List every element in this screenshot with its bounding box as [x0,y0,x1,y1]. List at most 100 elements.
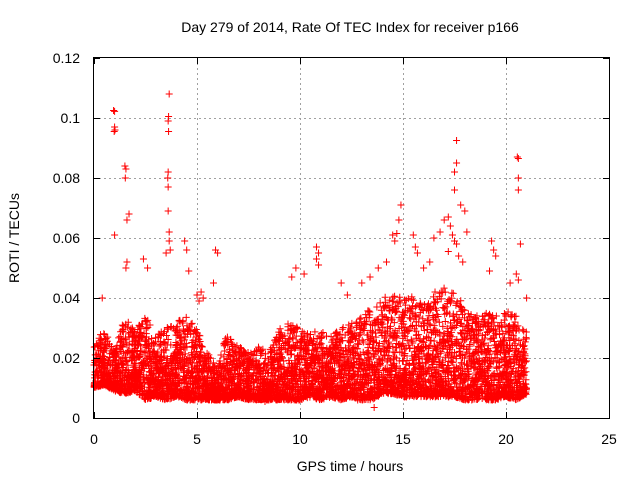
data-point [123,358,131,366]
data-point [96,382,104,390]
data-point [157,359,165,367]
data-point [115,379,123,387]
data-point [117,337,125,345]
data-point [156,364,164,372]
data-point [92,351,100,359]
data-point [162,363,170,371]
data-point [117,328,125,336]
data-point [164,336,172,344]
data-point [129,348,137,356]
data-point [136,348,144,356]
data-point [122,372,130,380]
data-point [115,353,123,361]
data-point [149,347,157,355]
data-point [121,382,129,390]
data-point [139,379,147,387]
data-point [153,383,161,391]
data-point [172,342,180,350]
data-point [134,353,142,361]
data-point [104,357,112,365]
data-point [104,333,112,341]
data-point [122,389,130,397]
data-point [99,348,107,356]
data-point [136,329,144,337]
data-point [133,346,141,354]
data-point [100,363,108,371]
data-point [157,382,165,390]
data-point [143,373,151,381]
data-point [122,322,130,330]
data-point [144,336,152,344]
data-point [155,342,163,350]
data-point [134,377,142,385]
data-point [135,354,143,362]
data-point [112,369,120,377]
data-point [168,359,176,367]
data-point [128,324,136,332]
data-point [142,395,150,403]
data-point [118,326,126,334]
data-point [144,345,152,353]
data-point [143,387,151,395]
data-point [168,370,176,378]
data-point [182,313,190,321]
data-point [125,330,133,338]
data-point [124,361,132,369]
data-point [157,341,165,349]
data-point [105,373,113,381]
data-point [132,384,140,392]
data-point [132,383,140,391]
data-point [131,339,139,347]
data-point [123,339,131,347]
data-point [153,352,161,360]
data-point [91,381,99,389]
data-point [130,327,138,335]
data-point [164,373,172,381]
data-point [144,359,152,367]
data-point [148,366,156,374]
data-point [147,388,155,396]
data-point [121,353,129,361]
data-point [161,346,169,354]
data-points [90,90,531,411]
data-point [116,346,124,354]
data-point [152,361,160,369]
data-point [142,325,150,333]
data-point [163,331,171,339]
data-point [132,359,140,367]
data-point [104,382,112,390]
data-point [130,360,138,368]
data-point [111,349,119,357]
data-point [167,322,175,330]
data-point [167,341,175,349]
data-point [164,381,172,389]
data-point [135,369,143,377]
data-point [145,353,153,361]
data-point [106,353,114,361]
data-point [135,321,143,329]
data-point [169,388,177,396]
data-point [153,388,161,396]
data-point [134,333,142,341]
data-point [138,320,146,328]
data-point [142,318,150,326]
data-point [166,395,174,403]
data-point [101,356,109,364]
data-point [133,387,141,395]
data-point [163,369,171,377]
data-point [142,316,150,324]
data-point [144,380,152,388]
data-point [135,366,143,374]
data-point [144,323,152,331]
data-point [146,389,154,397]
data-point [95,346,103,354]
data-point [137,383,145,391]
data-point [154,350,162,358]
data-point [91,343,99,351]
data-point [125,386,133,394]
data-point [111,356,119,364]
data-point [148,339,156,347]
data-point [121,336,129,344]
data-point [115,386,123,394]
